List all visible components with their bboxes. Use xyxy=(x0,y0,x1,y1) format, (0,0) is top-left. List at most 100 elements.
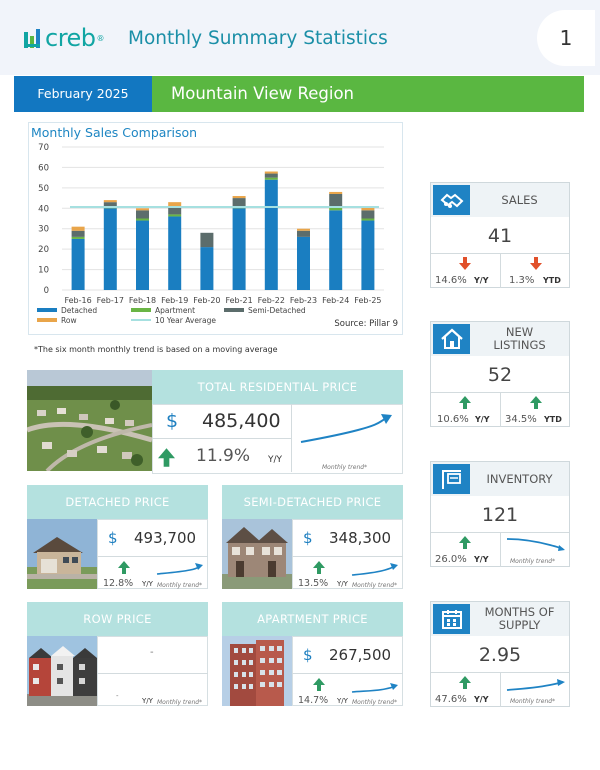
x-tick-label: Feb-21 xyxy=(225,296,252,305)
bar-segment-semi-detached xyxy=(103,202,117,207)
detached-price-header: DETACHED PRICE xyxy=(27,485,208,519)
y-tick-label: 40 xyxy=(38,204,49,214)
legend-label-semi-detached: Semi-Detached xyxy=(248,306,306,315)
up-arrow-icon xyxy=(313,678,325,691)
detached-yy-label: Y/Y xyxy=(142,580,153,588)
x-tick-label: Feb-22 xyxy=(258,296,285,305)
y-tick-label: 60 xyxy=(38,163,49,173)
panel-divider xyxy=(97,673,208,674)
legend-swatch-detached xyxy=(37,308,57,312)
legend-swatch-semi-detached xyxy=(224,308,244,312)
apartment-price-body xyxy=(292,636,403,706)
inventory-label: INVENTORY xyxy=(486,471,553,486)
bar-segment-detached xyxy=(168,216,182,290)
row-trend-label: Monthly trend* xyxy=(157,699,203,706)
new-listings-yy-pct: 10.6% xyxy=(437,414,469,425)
total-price-dollar: $ xyxy=(166,410,179,432)
bar-segment-row xyxy=(329,191,343,194)
bar-segment-detached xyxy=(264,179,278,290)
total-price-body xyxy=(152,404,403,474)
card-vertical-divider xyxy=(500,532,501,567)
detached-price-body xyxy=(97,519,208,589)
semi-detached-trend-label: Monthly trend* xyxy=(352,582,398,589)
bar-segment-semi-detached xyxy=(168,206,182,215)
aerial-neighbourhood-photo xyxy=(27,370,152,471)
apartment-building-photo xyxy=(222,636,292,706)
up-arrow-icon xyxy=(118,561,130,574)
legend-swatch-row xyxy=(37,318,57,322)
trend-up-sparkline-icon xyxy=(300,414,392,443)
total-price-yy-label: Y/Y xyxy=(268,455,283,465)
legend-swatch-apartment xyxy=(131,308,151,312)
house-icon xyxy=(433,324,470,354)
total-price-trend-label: Monthly trend* xyxy=(322,464,368,471)
sales-yy-pct: 14.6% xyxy=(435,275,467,286)
calendar-icon xyxy=(433,604,470,634)
bar-segment-apartment xyxy=(168,214,182,217)
report-date: February 2025 xyxy=(14,76,152,112)
inventory-card-header: INVENTORY xyxy=(431,462,569,496)
creb-logo-icon xyxy=(24,28,40,48)
region-name: Mountain View Region xyxy=(152,76,584,112)
semi-detached-price-value: 348,300 xyxy=(329,529,392,547)
sales-ytd-label: YTD xyxy=(543,276,561,285)
sales-yy-label: Y/Y xyxy=(474,276,489,285)
bar-segment-apartment xyxy=(329,206,343,211)
total-price-header: TOTAL RESIDENTIAL PRICE xyxy=(152,370,403,404)
bar-segment-apartment xyxy=(361,218,375,221)
down-arrow-icon xyxy=(530,257,542,270)
chart-canvas: 0 10 20 30 40 50 60 70 Feb-16 Feb-17 Feb-18 Feb-19 F… xyxy=(37,143,384,325)
x-tick-label: Feb-18 xyxy=(129,296,156,305)
new-listings-ytd-label: YTD xyxy=(544,415,562,424)
inventory-value: 121 xyxy=(481,504,519,526)
x-tick-label: Feb-17 xyxy=(97,296,124,305)
down-arrow-icon xyxy=(459,257,471,270)
bar-segment-detached xyxy=(297,236,310,290)
row-price-body xyxy=(97,636,208,706)
detached-house-photo xyxy=(27,519,97,589)
new-listings-label: NEW LISTINGS xyxy=(493,325,546,352)
detached-trend-label: Monthly trend* xyxy=(157,582,203,589)
bar-segment-semi-detached xyxy=(232,198,246,207)
bar-segment-apartment xyxy=(264,177,278,180)
row-yy-label: Y/Y xyxy=(142,697,153,705)
for-sale-sign-icon xyxy=(433,464,470,494)
card-vertical-divider xyxy=(500,672,501,707)
page-title: Monthly Summary Statistics xyxy=(128,28,388,49)
inventory-yy-label: Y/Y xyxy=(474,555,489,564)
panel-divider xyxy=(292,673,403,674)
handshake-icon xyxy=(433,185,470,215)
inventory-trend-label: Monthly trend* xyxy=(510,558,556,565)
months-of-supply-card: MONTHS OF SUPPLY 2.95 47.6% Y/Y Monthly … xyxy=(430,601,570,707)
x-tick-label: Feb-16 xyxy=(64,296,91,305)
detached-price-dollar: $ xyxy=(108,529,118,547)
sales-card-header: SALES xyxy=(431,183,569,217)
panel-divider xyxy=(97,556,208,557)
detached-yy-pct: 12.8% xyxy=(103,578,134,589)
bar-segment-detached xyxy=(103,208,117,290)
legend-label-row: Row xyxy=(61,316,77,325)
new-listings-yy-label: Y/Y xyxy=(475,415,490,424)
panel-divider xyxy=(292,556,403,557)
card-vertical-divider xyxy=(500,253,501,288)
bar-segment-detached xyxy=(136,220,149,290)
trend-up-sparkline-icon xyxy=(351,683,398,693)
months-of-supply-value: 2.95 xyxy=(478,644,522,666)
trend-up-sparkline-icon xyxy=(156,563,203,575)
apartment-price-dollar: $ xyxy=(303,646,313,664)
bar-segment-detached xyxy=(232,208,246,290)
row-yy-pct: - xyxy=(116,692,119,700)
chart-title: Monthly Sales Comparison xyxy=(31,125,198,140)
bar-segment-semi-detached xyxy=(297,230,310,237)
new-listings-ytd-pct: 34.5% xyxy=(505,414,537,425)
sales-label: SALES xyxy=(501,192,538,207)
y-tick-label: 0 xyxy=(44,286,49,296)
bar-segment-row xyxy=(232,196,246,199)
card-vertical-divider xyxy=(500,392,501,427)
bar-segment-row xyxy=(71,226,85,231)
bar-segment-detached xyxy=(329,210,343,290)
months-of-supply-trend-label: Monthly trend* xyxy=(510,698,556,705)
x-tick-label: Feb-20 xyxy=(193,296,220,305)
logo-registered-mark: ® xyxy=(96,33,105,43)
x-tick-label: Feb-24 xyxy=(322,296,349,305)
